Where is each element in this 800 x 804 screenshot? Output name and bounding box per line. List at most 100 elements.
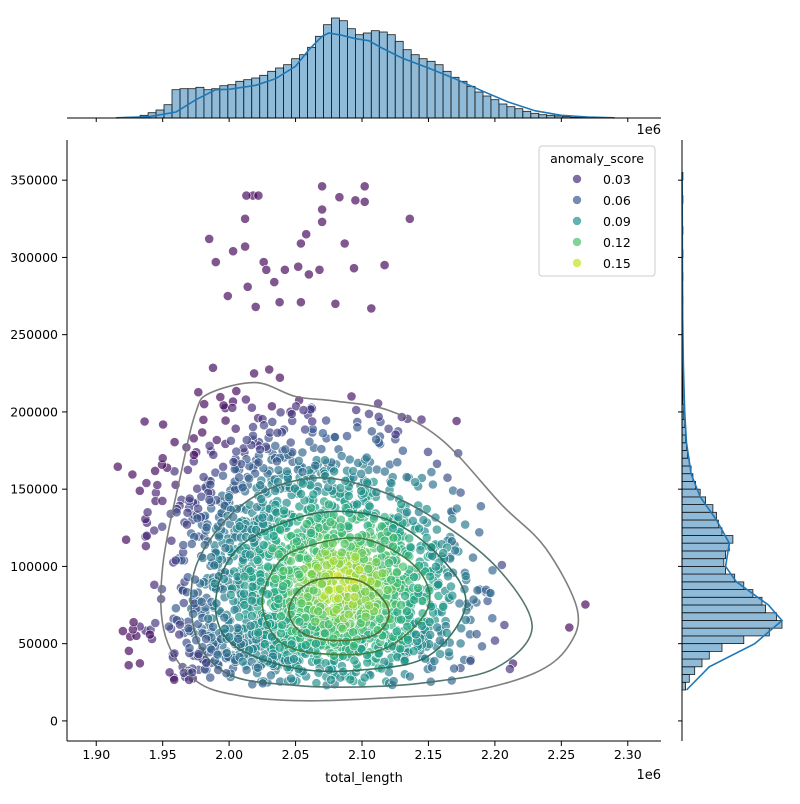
scatter-point [477,642,486,651]
scatter-point [425,572,434,581]
scatter-point [113,462,122,471]
scatter-point [205,234,214,243]
scatter-point [320,456,329,465]
scatter-point [439,602,448,611]
scatter-point [331,299,340,308]
scatter-point [194,388,203,397]
scatter-point [469,595,478,604]
scatter-point [299,406,308,415]
scatter-point [153,480,162,489]
scatter-point [428,480,437,489]
scatter-point [336,523,345,532]
scatter-point [413,583,422,592]
scatter-point [394,513,403,522]
scatter-point [229,457,238,466]
scatter-point [185,644,194,653]
scatter-point [473,586,482,595]
scatter-point [305,437,314,446]
scatter-point [327,476,336,485]
scatter-point [206,480,215,489]
scatter-point [349,642,358,651]
legend-marker [573,259,582,268]
scatter-point [500,620,509,629]
scatter-point [193,514,202,523]
scatter-point [164,622,173,631]
scatter-point [475,528,484,537]
scatter-point [383,585,392,594]
scatter-point [199,472,208,481]
scatter-point [282,467,291,476]
x-tick-label: 2.20 [481,747,509,762]
scatter-point [159,420,168,429]
scatter-point [320,629,329,638]
scatter-point [219,401,228,410]
scatter-point [295,617,304,626]
x-tick-label: 2.15 [415,747,443,762]
legend-marker [573,217,582,226]
scatter-point [224,493,233,502]
scatter-point [241,214,250,223]
y-hist-bar [682,636,744,644]
y-tick-label: 300000 [10,250,58,265]
scatter-point [247,611,256,620]
main-scatter-plot [113,182,590,701]
scatter-point [279,582,288,591]
scatter-point [342,432,351,441]
scatter-point [274,550,283,559]
scatter-points [113,182,590,690]
scatter-point [279,566,288,575]
scatter-point [347,392,356,401]
scatter-point [326,675,335,684]
y-hist-bar [682,443,687,451]
scatter-point [254,458,263,467]
scatter-point [304,270,313,279]
scatter-point [409,647,418,656]
scatter-point [271,441,280,450]
scatter-point [456,488,465,497]
scatter-point [318,182,327,191]
scatter-point [333,571,342,580]
scatter-point [355,565,364,574]
scatter-point [189,434,198,443]
scatter-point [340,239,349,248]
x-hist-bar [196,87,204,118]
scatter-point [324,586,333,595]
scatter-point [360,182,369,191]
scatter-point [206,673,215,682]
scatter-point [294,456,303,465]
scatter-point [210,561,219,570]
y-hist-bar [682,559,724,567]
scatter-point [151,618,160,627]
scatter-point [329,651,338,660]
scatter-point [158,454,167,463]
scatter-point [220,613,229,622]
scatter-point [245,550,254,559]
scatter-point [259,540,268,549]
scatter-point [266,671,275,680]
scatter-point [411,478,420,487]
scatter-point [448,515,457,524]
scatter-point [287,409,296,418]
y-hist-bar [682,621,782,629]
scatter-point [197,597,206,606]
scatter-point [350,592,359,601]
scatter-point [329,634,338,643]
scatter-point [345,455,354,464]
scatter-point [309,490,318,499]
scatter-point [122,535,131,544]
scatter-point [135,486,144,495]
scatter-point [450,664,459,673]
scatter-point [260,640,269,649]
scatter-point [118,627,127,636]
scatter-point [194,504,203,513]
scatter-point [334,594,343,603]
scatter-point [281,445,290,454]
scatter-point [280,265,289,274]
scatter-point [406,543,415,552]
x-hist-bar [507,107,515,118]
scatter-point [247,596,256,605]
scatter-point [219,462,228,471]
scatter-point [349,264,358,273]
scatter-point [242,665,251,674]
scatter-point [170,438,179,447]
